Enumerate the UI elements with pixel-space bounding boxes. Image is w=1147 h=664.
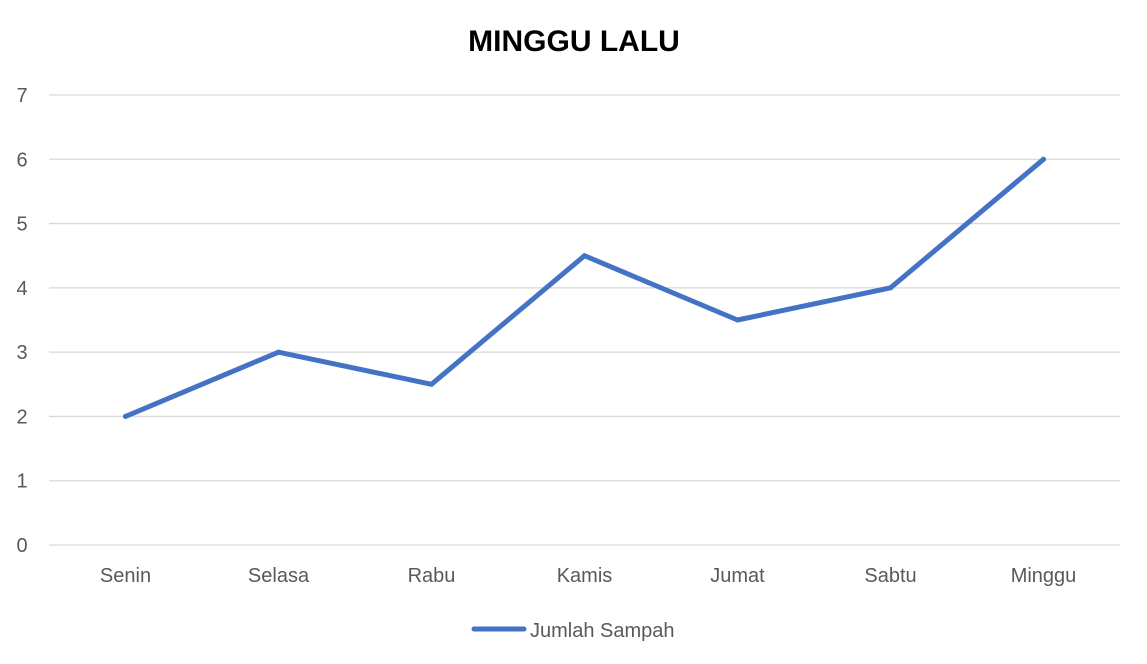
data-point	[123, 413, 128, 419]
y-axis: 0 1 2 3 4 5 6 7	[16, 85, 27, 557]
x-tick-label: Senin	[100, 565, 151, 587]
y-tick-label: 6	[16, 149, 27, 171]
y-tick-label: 0	[16, 535, 27, 557]
x-axis: Senin Selasa Rabu Kamis Jumat Sabtu Minggu	[100, 565, 1076, 587]
series-layer	[123, 156, 1046, 419]
x-tick-label: Minggu	[1011, 565, 1077, 587]
data-point	[735, 317, 740, 323]
gridlines	[49, 94, 1120, 546]
y-tick-label: 2	[16, 406, 27, 428]
data-point	[429, 381, 434, 387]
x-tick-label: Kamis	[557, 565, 613, 587]
data-point	[582, 253, 587, 259]
x-tick-label: Rabu	[408, 565, 456, 587]
y-tick-label: 7	[16, 85, 27, 107]
data-point	[276, 349, 281, 355]
y-tick-label: 1	[16, 471, 27, 493]
x-tick-label: Sabtu	[864, 565, 916, 587]
x-tick-label: Jumat	[710, 565, 765, 587]
chart-title: MINGGU LALU	[468, 25, 680, 58]
legend-label-jumlah-sampah: Jumlah Sampah	[530, 620, 675, 642]
x-tick-label: Selasa	[248, 565, 310, 587]
y-tick-label: 3	[16, 342, 27, 364]
y-tick-label: 4	[16, 278, 27, 300]
data-point	[888, 285, 893, 291]
data-point	[1041, 156, 1046, 162]
y-tick-label: 5	[16, 214, 27, 236]
legend: Jumlah Sampah	[471, 620, 675, 642]
